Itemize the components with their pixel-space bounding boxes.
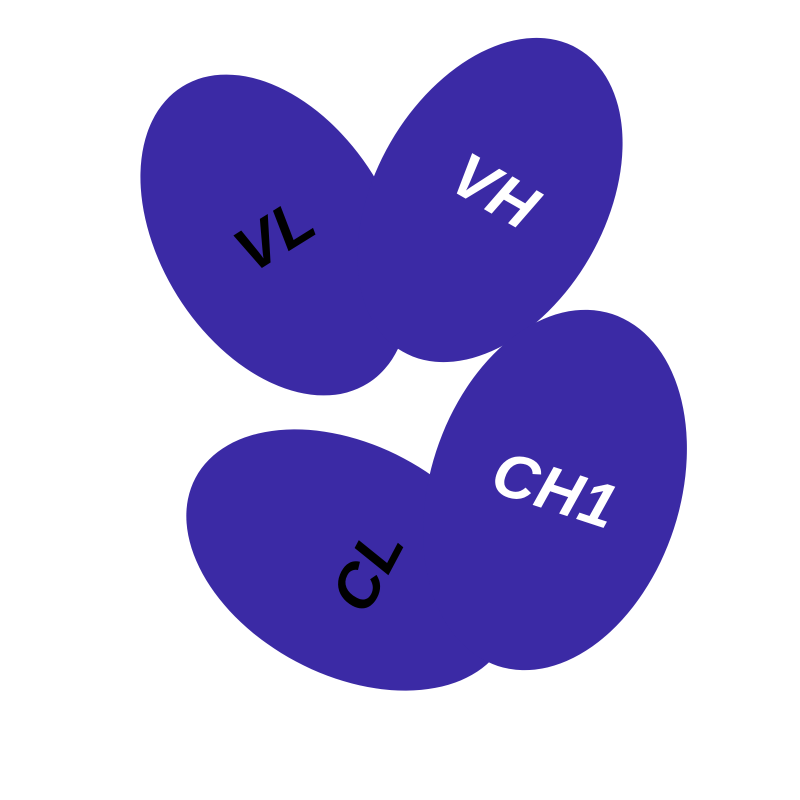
domain-label-vh: VH: [439, 139, 551, 245]
domain-label-ch1: CH1: [484, 437, 627, 544]
domain-label-vl: VL: [222, 183, 329, 286]
domain-label-cl: CL: [316, 515, 418, 623]
fab-fragment-diagram: VL VH CL CH1: [0, 0, 800, 800]
